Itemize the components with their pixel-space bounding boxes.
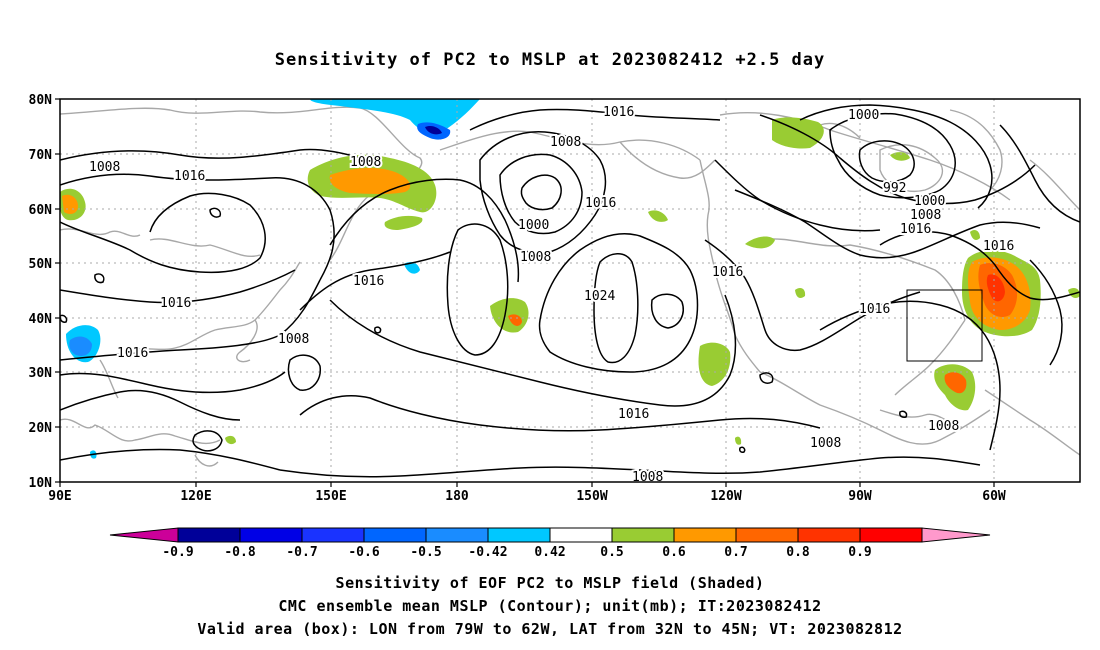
- lon-label: 120W: [710, 489, 741, 504]
- colorbar-label: -0.6: [348, 545, 379, 560]
- colorbar-swatch: [797, 527, 861, 543]
- contour-label: 1016: [117, 346, 148, 361]
- contour-label: 1016: [174, 169, 205, 184]
- lat-label: 10N: [29, 476, 53, 491]
- valid-area-box: [906, 289, 983, 362]
- contour-label: 1000: [848, 108, 879, 123]
- colorbar-label: 0.9: [848, 545, 871, 560]
- colorbar-swatch: [549, 527, 613, 543]
- colorbar-swatch: [611, 527, 675, 543]
- contour-label: 1016: [712, 265, 743, 280]
- colorbar-swatch: [859, 527, 923, 543]
- contour-label: 1016: [603, 105, 634, 120]
- colorbar-swatch: [177, 527, 241, 543]
- contour-label: 1008: [632, 470, 663, 485]
- lon-label: 120E: [180, 489, 211, 504]
- contour-label: 1016: [983, 239, 1014, 254]
- colorbar-swatch: [487, 527, 551, 543]
- contour-label: 1008: [928, 419, 959, 434]
- colorbar-label: -0.42: [468, 545, 507, 560]
- contour-label: 1016: [160, 296, 191, 311]
- lat-label: 80N: [29, 93, 53, 108]
- contour-label: 1016: [618, 407, 649, 422]
- colorbar-label: -0.5: [410, 545, 441, 560]
- colorbar-swatch: [363, 527, 427, 543]
- colorbar-label: 0.5: [600, 545, 623, 560]
- contour-label: 1000: [914, 194, 945, 209]
- caption-valid-area: Valid area (box): LON from 79W to 62W, L…: [197, 620, 903, 638]
- colorbar-label: 0.6: [662, 545, 686, 560]
- contour-label: 1016: [859, 302, 890, 317]
- contour-label: 1008: [350, 155, 381, 170]
- colorbar-high-extend: [921, 527, 991, 543]
- contour-label: 1016: [353, 274, 384, 289]
- map-title: Sensitivity of PC2 to MSLP at 2023082412…: [274, 50, 826, 70]
- colorbar-label: -0.7: [286, 545, 317, 560]
- colorbar-swatch: [239, 527, 303, 543]
- contour-label: 1024: [584, 289, 615, 304]
- contour-label: 1008: [520, 250, 551, 265]
- mslp-contours: [60, 104, 1080, 478]
- colorbar-label: 0.7: [724, 545, 747, 560]
- colorbar-swatch: [425, 527, 489, 543]
- colorbar-low-extend: [109, 527, 179, 543]
- caption-shaded: Sensitivity of EOF PC2 to MSLP field (Sh…: [335, 574, 765, 592]
- contour-label: 1008: [89, 160, 120, 175]
- colorbar-swatch: [301, 527, 365, 543]
- colorbar: -0.9 -0.8 -0.7 -0.6 -0.5 -0.42 0.42 0.5 0.6 0.7 0.…: [109, 527, 991, 560]
- caption-contour: CMC ensemble mean MSLP (Contour); unit(m…: [278, 597, 822, 615]
- lon-label: 150W: [576, 489, 607, 504]
- contour-label: 992: [883, 181, 906, 196]
- colorbar-swatch: [673, 527, 737, 543]
- lat-label: 50N: [29, 257, 53, 272]
- contour-label: 1016: [900, 222, 931, 237]
- contour-labels: 1016 1008 1008 1016 1008 1000 1008 1016 …: [87, 103, 1016, 485]
- grid-lines: [60, 99, 1080, 482]
- colorbar-label: -0.9: [162, 545, 193, 560]
- contour-label: 1008: [550, 135, 581, 150]
- contour-label: 1000: [518, 218, 549, 233]
- lat-label: 60N: [29, 203, 53, 218]
- lon-label: 90W: [848, 489, 872, 504]
- contour-label: 1016: [585, 196, 616, 211]
- colorbar-label: 0.8: [786, 545, 810, 560]
- lon-label: 180: [445, 489, 469, 504]
- contour-label: 1008: [810, 436, 841, 451]
- contour-label: 1008: [278, 332, 309, 347]
- colorbar-label: 0.42: [534, 545, 565, 560]
- colorbar-swatch: [735, 527, 799, 543]
- lon-label: 60W: [982, 489, 1006, 504]
- colorbar-label: -0.8: [224, 545, 255, 560]
- lat-label: 20N: [29, 421, 53, 436]
- lat-label: 30N: [29, 366, 53, 381]
- lon-label: 90E: [48, 489, 71, 504]
- contour-label: 1008: [910, 208, 941, 223]
- lat-label: 40N: [29, 312, 53, 327]
- lon-label: 150E: [315, 489, 346, 504]
- sensitivity-map: 1016 1008 1008 1016 1008 1000 1008 1016 …: [29, 93, 1081, 560]
- lat-label: 70N: [29, 148, 53, 163]
